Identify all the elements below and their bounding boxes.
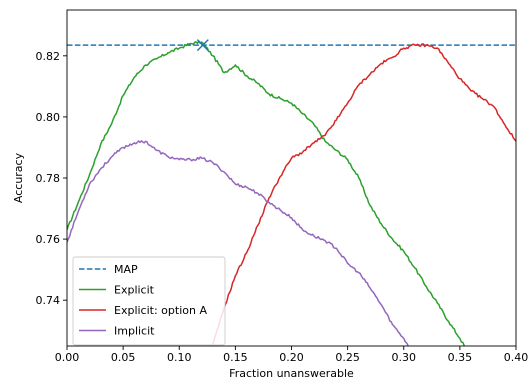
y-tick-label: 0.76	[36, 233, 61, 246]
x-tick-label: 0.25	[335, 351, 360, 364]
series-line-explicit	[67, 40, 466, 346]
y-axis-label: Accuracy	[12, 152, 25, 203]
x-axis-label: Fraction unanswerable	[229, 367, 354, 380]
legend-box	[72, 256, 226, 346]
legend-label-implicit: Implicit	[114, 325, 155, 338]
legend-label-explicit-option-a: Explicit: option A	[114, 304, 207, 317]
x-tick-label: 0.05	[111, 351, 136, 364]
x-tick-label: 0.10	[167, 351, 192, 364]
y-tick-label: 0.82	[36, 50, 61, 63]
legend: MAP Explicit Explicit: option A Implicit	[72, 256, 226, 346]
y-tick-label: 0.78	[36, 172, 61, 185]
legend-label-map: MAP	[114, 263, 138, 276]
x-marker	[196, 39, 209, 52]
x-marker-stroke	[196, 39, 209, 52]
legend-label-explicit: Explicit	[114, 284, 155, 297]
y-tick-label: 0.74	[36, 294, 61, 307]
series-line-implicit	[67, 140, 409, 346]
y-tick-label: 0.80	[36, 111, 61, 124]
x-tick-label: 0.35	[448, 351, 473, 364]
x-tick-label: 0.40	[504, 351, 529, 364]
y-axis: 0.74 0.76 0.78 0.80 0.82	[36, 50, 67, 307]
x-tick-label: 0.15	[223, 351, 248, 364]
x-tick-label: 0.00	[55, 351, 80, 364]
x-tick-label: 0.20	[279, 351, 304, 364]
series-line-explicit-option-a	[212, 43, 516, 345]
plot-area	[67, 39, 516, 346]
x-tick-label: 0.30	[392, 351, 417, 364]
x-axis: 0.00 0.05 0.10 0.15 0.20 0.25 0.30 0.35 0.40	[55, 346, 529, 364]
